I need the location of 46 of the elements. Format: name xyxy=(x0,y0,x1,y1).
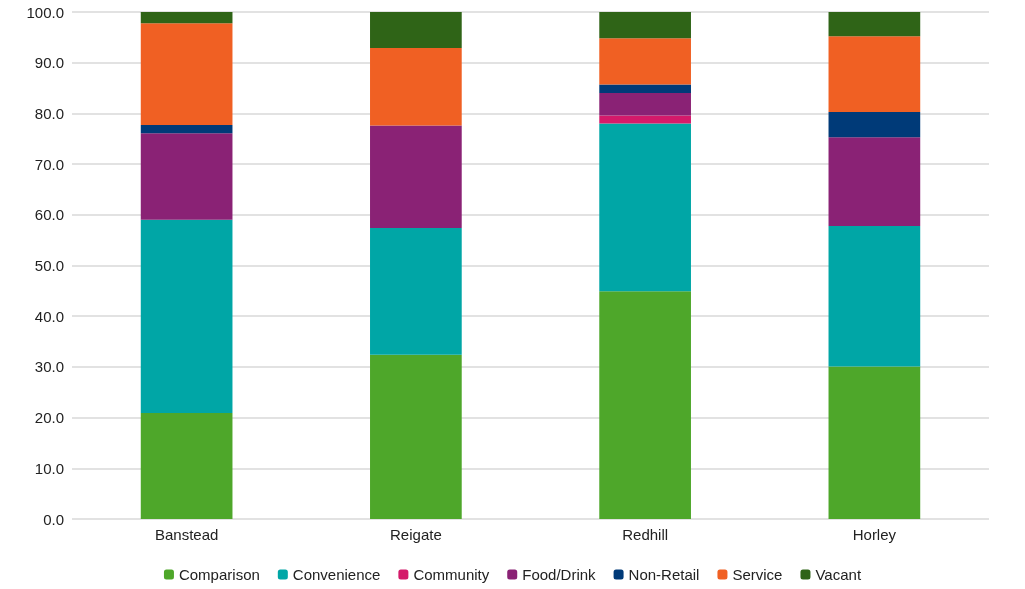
x-tick-label: Redhill xyxy=(622,526,669,543)
y-tick-label: 0.0 xyxy=(43,510,64,528)
bar xyxy=(140,125,233,134)
bar xyxy=(599,38,691,85)
y-tick-label: 20.0 xyxy=(34,409,64,427)
y-tick-label: 60.0 xyxy=(34,206,64,224)
bar xyxy=(599,93,691,116)
bar xyxy=(828,36,921,112)
legend-label: Comparison xyxy=(178,566,260,583)
bar xyxy=(828,225,921,367)
bar xyxy=(370,12,462,48)
x-tick-label: Reigate xyxy=(390,526,442,543)
bar xyxy=(140,219,233,414)
legend-label: Community xyxy=(413,566,490,583)
legend-label: Non-Retail xyxy=(628,566,700,583)
y-tick-label: 80.0 xyxy=(34,104,64,122)
x-tick-label: Banstead xyxy=(154,526,219,543)
bar xyxy=(599,12,691,39)
bar xyxy=(599,115,691,124)
bar xyxy=(828,366,921,519)
bar xyxy=(370,227,462,355)
bar xyxy=(828,137,921,226)
y-tick-label: 70.0 xyxy=(34,155,64,173)
legend-label: Food/Drink xyxy=(522,566,597,583)
y-tick-label: 40.0 xyxy=(34,307,64,325)
bar xyxy=(599,123,691,292)
y-tick-label: 10.0 xyxy=(34,459,64,477)
bar xyxy=(828,12,921,37)
bar xyxy=(370,354,462,519)
legend-label: Service xyxy=(732,566,783,583)
bar xyxy=(599,291,691,519)
bar xyxy=(140,133,233,220)
bar xyxy=(370,48,462,126)
bar xyxy=(140,12,233,24)
bar xyxy=(599,84,691,94)
y-tick-label: 90.0 xyxy=(34,54,64,72)
legend-label: Convenience xyxy=(292,566,381,583)
y-tick-label: 100.0 xyxy=(26,3,64,21)
legend-label: Vacant xyxy=(815,566,862,583)
y-tick-label: 50.0 xyxy=(34,257,64,274)
bar xyxy=(140,413,233,519)
x-tick-label: Horley xyxy=(852,526,897,543)
y-tick-label: 30.0 xyxy=(34,358,64,376)
bar xyxy=(828,111,921,138)
bar xyxy=(370,125,462,228)
bar xyxy=(140,23,233,126)
